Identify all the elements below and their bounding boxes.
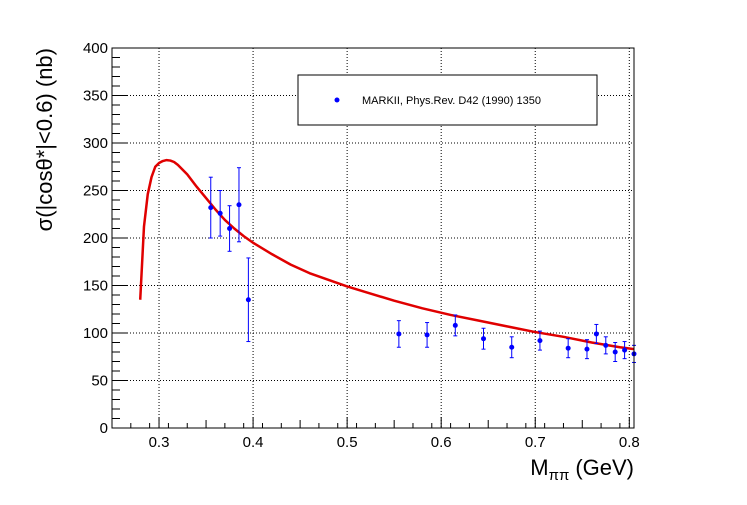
data-point xyxy=(509,344,515,350)
data-point xyxy=(452,322,458,328)
y-tick-label: 350 xyxy=(83,88,108,105)
x-axis-title-unit: (GeV) xyxy=(575,455,634,480)
model-curve xyxy=(138,158,635,351)
x-tick-label: 0.6 xyxy=(431,434,452,451)
x-tick-label: 0.5 xyxy=(337,434,358,451)
data-point xyxy=(396,331,402,337)
x-axis-title: Mππ (GeV) xyxy=(530,455,634,484)
y-axis-title: σ(|cosθ*|<0.6) (nb) xyxy=(32,48,57,231)
data-point xyxy=(584,346,590,352)
x-tick-label: 0.3 xyxy=(149,434,170,451)
legend: MARKII, Phys.Rev. D42 (1990) 1350 xyxy=(297,74,598,126)
data-point xyxy=(622,347,628,353)
data-point xyxy=(208,205,214,211)
x-axis-title-subscript: ππ xyxy=(549,467,570,484)
data-point xyxy=(612,349,618,355)
x-tick-label: 0.7 xyxy=(525,434,546,451)
legend-box xyxy=(297,74,598,126)
y-tick-label: 300 xyxy=(83,135,108,152)
legend-marker xyxy=(334,97,340,103)
y-tick-label: 250 xyxy=(83,183,108,200)
data-point xyxy=(424,332,430,338)
y-tick-label: 400 xyxy=(83,40,108,57)
y-tick-label: 0 xyxy=(100,420,108,437)
x-tick-label: 0.8 xyxy=(619,434,640,451)
data-point xyxy=(593,331,599,337)
data-point xyxy=(227,226,233,231)
data-point xyxy=(565,345,571,351)
data-point xyxy=(603,342,609,348)
y-tick-label: 100 xyxy=(83,325,108,342)
data-point xyxy=(217,210,223,216)
y-tick-label: 50 xyxy=(91,373,108,390)
curve-layer xyxy=(138,158,635,351)
y-tick-label: 200 xyxy=(83,230,108,247)
tick-labels: 0.3 0.4 0.5 0.6 0.7 0.8 0 50 100 150 200 250 300 350 4… xyxy=(83,40,640,451)
data-point xyxy=(537,338,543,344)
data-point xyxy=(481,336,487,342)
legend-label: MARKII, Phys.Rev. D42 (1990) 1350 xyxy=(362,95,541,107)
y-tick-label: 150 xyxy=(83,278,108,295)
data-point xyxy=(245,297,251,303)
axis-ticks xyxy=(111,47,630,429)
data-point xyxy=(236,202,242,208)
x-tick-label: 0.4 xyxy=(243,434,264,451)
